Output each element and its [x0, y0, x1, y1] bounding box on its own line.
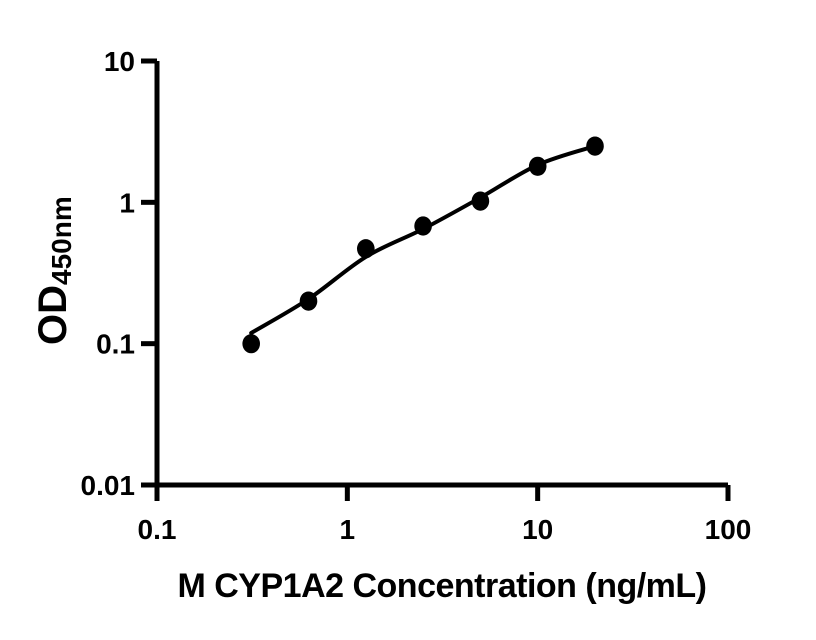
- y-axis-title-subscript: 450nm: [46, 196, 77, 285]
- y-tick-label: 0.01: [81, 470, 136, 501]
- axes-layer: [154, 61, 728, 488]
- x-axis-title: M CYP1A2 Concentration (ng/mL): [177, 567, 706, 605]
- data-point-layer: [242, 136, 604, 354]
- data-point: [357, 239, 375, 259]
- data-point: [414, 216, 432, 236]
- y-tick-label: 1: [119, 187, 135, 218]
- data-point: [242, 334, 260, 354]
- y-axis-title: OD450nm: [31, 196, 77, 345]
- axis-spines: [154, 61, 728, 488]
- data-point: [471, 191, 490, 211]
- y-axis-title-main: OD: [31, 285, 75, 345]
- x-tick-label: 100: [705, 514, 752, 545]
- x-tick-label: 1: [340, 514, 356, 545]
- data-point: [586, 136, 604, 156]
- y-tick-label: 10: [104, 46, 135, 77]
- x-tick-label: 0.1: [138, 514, 177, 545]
- y-tick-label: 0.1: [96, 329, 135, 360]
- data-point: [528, 156, 547, 176]
- data-point: [299, 291, 318, 311]
- x-tick-label: 10: [522, 514, 553, 545]
